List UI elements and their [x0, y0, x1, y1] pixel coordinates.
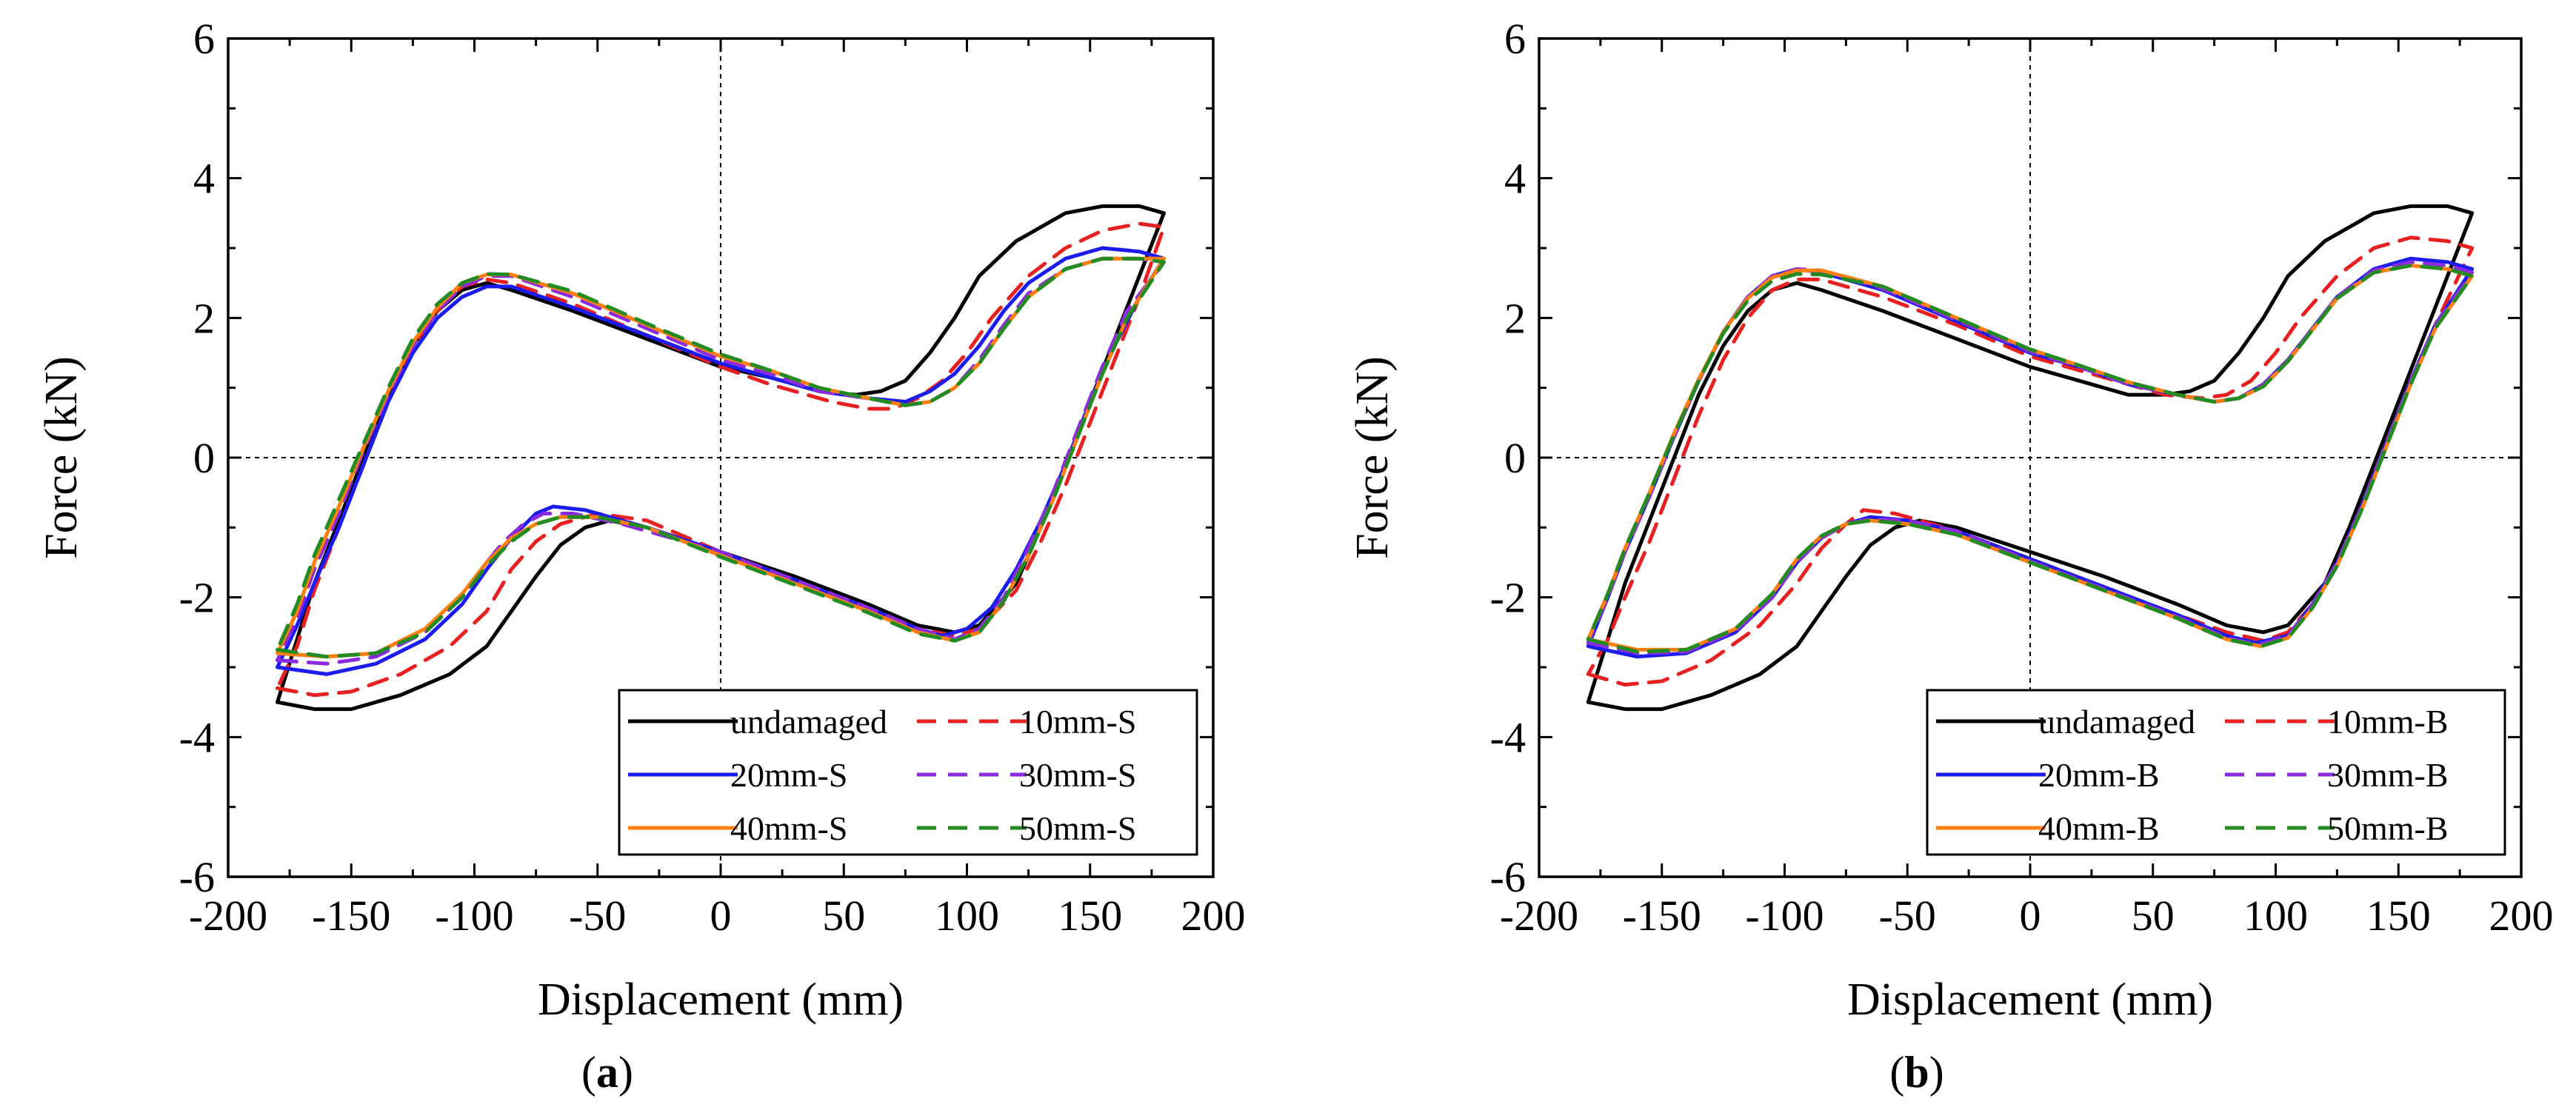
- y-tick-label: 2: [1504, 294, 1526, 342]
- series-line-50mm-B: [1586, 264, 2475, 654]
- x-tick-label: -50: [569, 892, 626, 940]
- panel-b: -200 -150 -100 -50 0 50 100 150 200 -6 -4 -2 0 2 4 6 Dis…: [1347, 15, 2554, 1097]
- series-line-50mm-S: [276, 256, 1166, 659]
- y-tick-label: -2: [1490, 574, 1526, 622]
- x-tick-label: 150: [2366, 892, 2431, 940]
- series-line-undamaged: [276, 204, 1166, 712]
- x-tick-label: 50: [2132, 892, 2175, 940]
- x-tick-label: 0: [710, 892, 732, 940]
- x-tick-label: -150: [1623, 892, 1701, 940]
- x-tick-label: -200: [189, 892, 267, 940]
- x-tick-label: 150: [1058, 892, 1122, 940]
- y-axis-title: Force (kN): [1347, 356, 1398, 559]
- y-tick-label: -4: [1490, 713, 1526, 761]
- x-tick-label: 100: [935, 892, 999, 940]
- x-axis-title: Displacement (mm): [538, 975, 904, 1025]
- legend-label-30mm-S: 30mm-S: [1019, 756, 1136, 794]
- y-tick-label: 0: [1504, 434, 1526, 482]
- legend-label-40mm-S: 40mm-S: [730, 809, 847, 847]
- x-tick-label: 100: [2243, 892, 2308, 940]
- x-axis-title: Displacement (mm): [1847, 975, 2213, 1025]
- y-tick-label: -6: [1490, 853, 1526, 901]
- legend-label-10mm-S: 10mm-S: [1019, 703, 1136, 741]
- y-tick-label: 6: [193, 15, 215, 63]
- x-tick-label: -150: [312, 892, 390, 940]
- x-tick-label: 200: [2489, 892, 2554, 940]
- x-tick-label: 50: [822, 892, 865, 940]
- series-line-30mm-S: [276, 256, 1166, 666]
- panel-label: (b): [1889, 1048, 1943, 1097]
- legend-label-40mm-B: 40mm-B: [2038, 809, 2160, 847]
- y-axis-title: Force (kN): [36, 356, 87, 559]
- x-tick-label: -100: [435, 892, 513, 940]
- x-tick-label: 200: [1181, 892, 1246, 940]
- y-tick-label: 2: [193, 294, 215, 342]
- legend-label-undamaged: undamaged: [2038, 703, 2195, 741]
- series-line-20mm-S: [276, 246, 1166, 676]
- legend-label-20mm-B: 20mm-B: [2038, 756, 2160, 794]
- series-line-10mm-B: [1586, 235, 2475, 687]
- panel-label: (a): [581, 1048, 633, 1097]
- legend-label-10mm-B: 10mm-B: [2327, 703, 2449, 741]
- y-tick-label: 4: [193, 155, 215, 203]
- y-tick-label: 6: [1504, 15, 1526, 63]
- x-tick-label: -200: [1500, 892, 1578, 940]
- legend-label-50mm-S: 50mm-S: [1019, 809, 1136, 847]
- x-tick-label: -100: [1745, 892, 1823, 940]
- y-tick-label: -2: [179, 574, 215, 622]
- legend-label-20mm-S: 20mm-S: [730, 756, 847, 794]
- x-tick-label: -50: [1879, 892, 1936, 940]
- y-tick-label: 4: [1504, 155, 1526, 203]
- legend-label-undamaged: undamaged: [730, 703, 887, 741]
- legend-label-30mm-B: 30mm-B: [2327, 756, 2449, 794]
- legend-label-50mm-B: 50mm-B: [2327, 809, 2449, 847]
- x-tick-label: 0: [2020, 892, 2041, 940]
- panel-a: -200 -150 -100 -50 0 50 100 150 200 -6 -4 -2 0 2 4 6 Dis…: [36, 15, 1246, 1097]
- y-tick-label: -4: [179, 713, 215, 761]
- y-tick-label: 0: [193, 434, 215, 482]
- y-tick-label: -6: [179, 853, 215, 901]
